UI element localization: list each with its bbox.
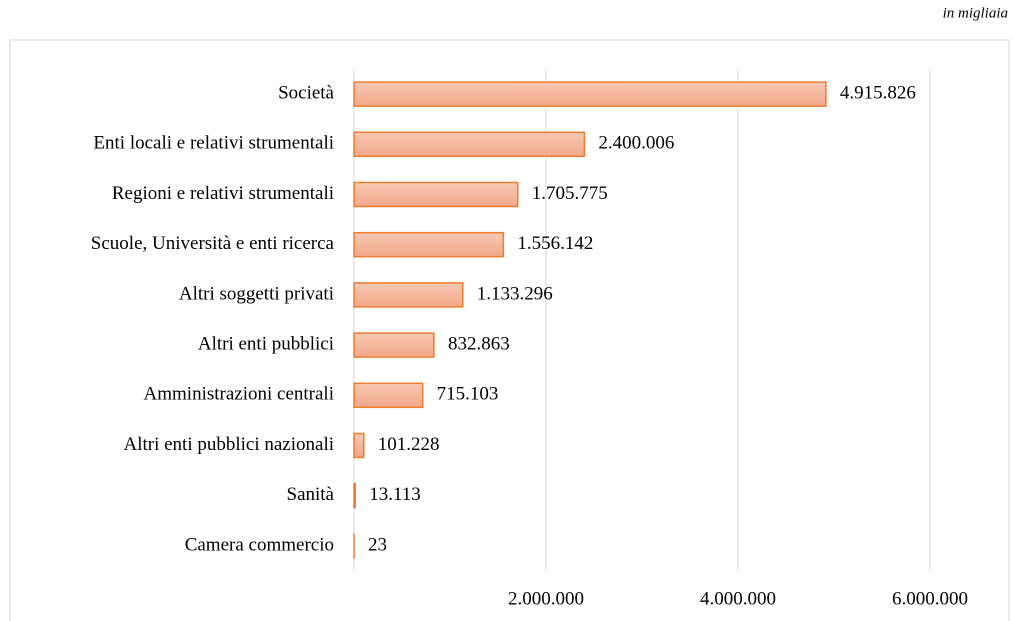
bar xyxy=(353,432,365,459)
data-label: 101.228 xyxy=(378,434,440,455)
bar xyxy=(353,332,435,358)
y-tick-label: Regioni e relativi strumentali xyxy=(112,183,334,204)
data-label: 1.705.775 xyxy=(532,183,608,204)
y-tick-label: Altri soggetti privati xyxy=(179,283,334,304)
y-tick-label: Società xyxy=(278,82,334,103)
y-tick-label: Amministrazioni centrali xyxy=(144,384,334,405)
data-label: 1.556.142 xyxy=(517,233,593,254)
data-label: 4.915.826 xyxy=(840,82,916,103)
y-tick-label: Scuole, Università e enti ricerca xyxy=(91,233,335,254)
data-label: 2.400.006 xyxy=(598,133,674,154)
y-tick-label: Sanità xyxy=(287,484,335,505)
bar xyxy=(353,131,586,158)
x-tick-label: 4.000.000 xyxy=(700,588,776,609)
chart-frame xyxy=(9,39,1010,621)
bar xyxy=(353,382,424,409)
x-tick-label: 2.000.000 xyxy=(508,588,584,609)
data-label: 1.133.296 xyxy=(477,283,553,304)
bar xyxy=(353,282,464,308)
bar xyxy=(353,482,357,509)
y-tick-label: Altri enti pubblici xyxy=(198,333,334,354)
data-label: 715.103 xyxy=(437,384,499,405)
y-tick-label: Camera commercio xyxy=(185,534,334,555)
data-label: 832.863 xyxy=(448,333,510,354)
bar xyxy=(353,81,827,107)
bar xyxy=(353,181,519,208)
y-tick-label: Enti locali e relativi strumentali xyxy=(93,133,334,154)
data-label: 23 xyxy=(368,534,387,555)
data-label: 13.113 xyxy=(369,484,421,505)
x-tick-label: 6.000.000 xyxy=(892,588,968,609)
y-tick-label: Altri enti pubblici nazionali xyxy=(123,434,334,455)
bar xyxy=(353,231,505,258)
subtitle: in migliaia xyxy=(943,5,1008,21)
